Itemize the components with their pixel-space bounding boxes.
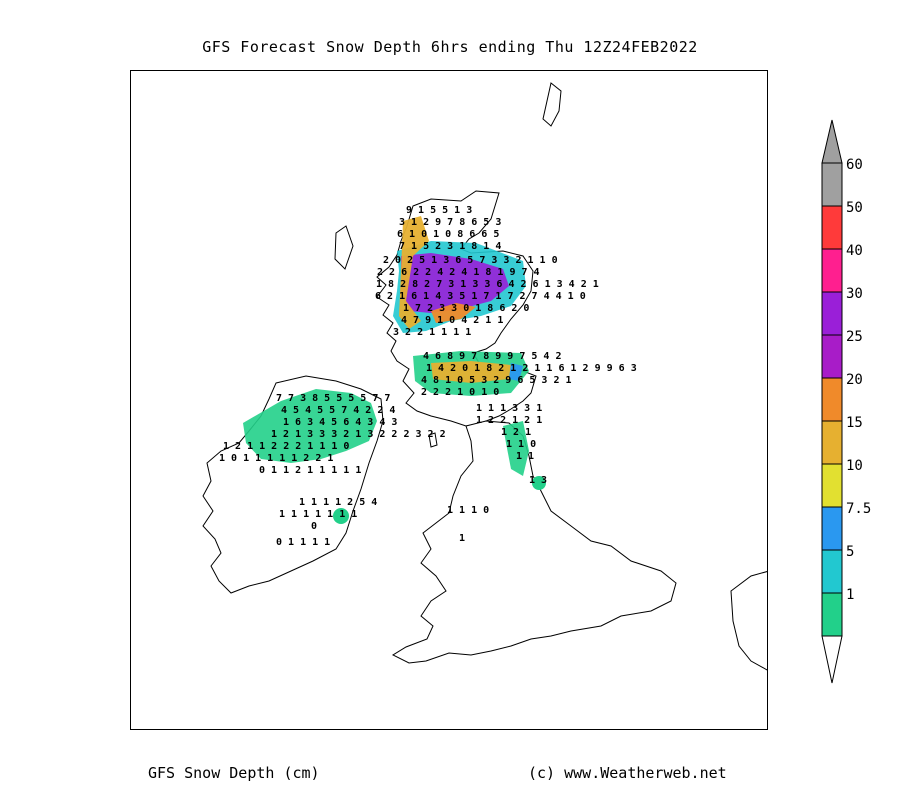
snow-depth-value-row: 1 1 1 0 — [447, 505, 489, 516]
colorbar-label: 50 — [846, 200, 863, 216]
colorbar-swatch — [821, 162, 843, 207]
colorbar-swatch — [821, 291, 843, 336]
colorbar-label: 20 — [846, 372, 863, 388]
snow-depth-value-row: 2 2 2 1 0 1 0 — [421, 387, 499, 398]
snow-depth-value-row: 3 2 2 1 1 1 1 — [393, 327, 471, 338]
colorbar-swatch — [821, 377, 843, 422]
snow-depth-value-row: 2 0 2 5 1 3 6 5 7 3 3 2 1 1 0 — [383, 255, 558, 266]
snow-depth-value-row: 4 6 8 9 7 8 9 9 7 5 4 2 — [423, 351, 561, 362]
colorbar-swatch — [821, 334, 843, 379]
snow-depth-value-row: 0 1 1 1 1 — [276, 537, 330, 548]
colorbar-swatch — [821, 248, 843, 293]
colorbar-label: 60 — [846, 157, 863, 173]
snow-zone-northern-ireland — [243, 389, 377, 463]
footer-units: GFS Snow Depth (cm) — [148, 764, 320, 782]
colorbar-labels: 60 50 40 30 25 20 15 10 7.5 5 1 — [846, 157, 871, 603]
england-wales-coastline — [391, 420, 677, 664]
snow-zone-uplands-high — [431, 361, 511, 383]
colorbar-label: 30 — [846, 286, 863, 302]
colorbar-swatch — [821, 592, 843, 637]
shetland-island — [542, 82, 562, 127]
colorbar-swatch — [821, 506, 843, 551]
colorbar-bottom-arrow — [821, 635, 843, 684]
snow-depth-value-row: 4 8 1 0 5 3 2 9 6 5 3 2 1 — [421, 375, 572, 386]
snow-depth-value-row: 6 2 1 6 1 4 3 5 1 7 1 7 2 7 4 4 1 0 — [375, 291, 586, 302]
snow-zone-uplands-blue — [509, 363, 523, 381]
snow-depth-value-row: 1 7 2 3 3 0 1 8 6 2 0 — [403, 303, 529, 314]
snow-depth-value-row: 1 6 3 4 5 6 4 3 4 3 — [283, 417, 397, 428]
snow-depth-value-row: 4 7 9 1 0 4 2 1 1 — [401, 315, 503, 326]
colorbar-label: 25 — [846, 329, 863, 345]
snow-depth-value-row: 1 3 — [529, 475, 547, 486]
map-title: GFS Forecast Snow Depth 6hrs ending Thu … — [202, 38, 698, 56]
colorbar-swatch — [821, 420, 843, 465]
snow-depth-value-row: 1 1 1 1 1 1 1 — [279, 509, 357, 520]
snow-depth-value-row: 4 5 4 5 5 7 4 2 2 4 — [281, 405, 395, 416]
snow-zone-highlands-mid — [399, 216, 429, 329]
snow-depth-value-row: 2 2 6 2 2 4 2 4 1 8 1 9 7 4 — [377, 267, 540, 278]
snow-depth-value-row: 9 1 5 5 1 3 — [406, 205, 472, 216]
colorbar-swatch — [821, 549, 843, 594]
colorbar-label: 40 — [846, 243, 863, 259]
snow-depth-value-row: 1 1 0 — [506, 439, 536, 450]
snow-zone-pennines-south — [532, 476, 546, 490]
snow-zone-highlands-high — [401, 253, 509, 313]
colorbar-swatch — [821, 205, 843, 250]
footer-credit: (c) www.Weatherweb.net — [528, 764, 727, 782]
snow-depth-value-row: 3 1 2 9 7 8 6 5 3 — [399, 217, 501, 228]
colorbar-swatch — [821, 463, 843, 508]
hebrides-island — [334, 225, 354, 270]
snow-depth-value-row: 7 7 3 8 5 5 5 5 7 7 — [276, 393, 390, 404]
colorbar-legend: 60 50 40 30 25 20 15 10 7.5 5 1 — [821, 119, 871, 684]
snow-depth-value-row: 1 1 1 1 2 5 4 — [299, 497, 377, 508]
colorbar-label: 7.5 — [846, 501, 871, 517]
colorbar-label: 15 — [846, 415, 863, 431]
snow-depth-value-row: 1 — [459, 533, 465, 544]
snow-depth-value-row: 1 1 — [516, 451, 534, 462]
snow-depth-value-row: 1 2 1 3 3 3 2 1 3 2 2 2 3 2 2 — [271, 429, 446, 440]
continent-coast — [730, 571, 767, 671]
snow-zone-highlands-orange — [431, 303, 476, 323]
snow-depth-value-row: 1 8 2 8 2 7 3 1 3 3 6 4 2 6 1 3 4 2 1 — [376, 279, 599, 290]
colorbar-label: 10 — [846, 458, 863, 474]
snow-depth-value-row: 0 1 1 2 1 1 1 1 1 — [259, 465, 361, 476]
snow-depth-values: 9 1 5 5 1 33 1 2 9 7 8 6 5 36 1 0 1 0 8 … — [219, 205, 637, 548]
snow-depth-value-row: 1 4 2 0 1 8 2 1 2 1 1 6 1 2 9 9 6 3 — [426, 363, 637, 374]
snow-zone-ireland-east — [333, 508, 349, 524]
snow-depth-value-row: 1 2 2 1 2 1 — [476, 415, 542, 426]
colorbar-label: 1 — [846, 587, 854, 603]
isle-of-man — [428, 432, 438, 448]
snow-depth-value-row: 1 2 1 1 2 2 2 1 1 1 0 — [223, 441, 349, 452]
snow-depth-value-row: 7 1 5 2 3 1 8 1 4 — [399, 241, 501, 252]
uk-snow-map: 9 1 5 5 1 33 1 2 9 7 8 6 5 36 1 0 1 0 8 … — [202, 82, 767, 671]
snow-zone-pennines — [503, 421, 529, 476]
snow-depth-value-row: 1 0 1 1 1 1 1 2 2 1 — [219, 453, 333, 464]
snow-depth-value-row: 6 1 0 1 0 8 6 6 5 — [397, 229, 499, 240]
colorbar-swatches — [821, 162, 843, 637]
snow-depth-value-row: 0 — [311, 521, 317, 532]
colorbar-label: 5 — [846, 544, 854, 560]
snow-depth-value-row: 1 1 1 3 3 1 — [476, 403, 542, 414]
snow-depth-value-row: 1 2 1 — [501, 427, 531, 438]
colorbar-top-arrow — [821, 119, 843, 164]
